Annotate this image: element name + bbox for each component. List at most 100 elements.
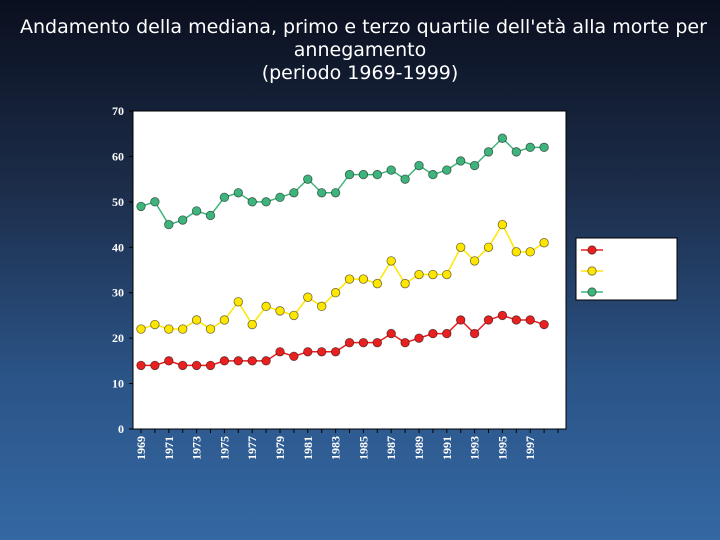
data-point xyxy=(247,197,257,207)
data-point xyxy=(497,310,508,321)
data-point xyxy=(539,142,549,153)
x-axis: 1969 1971 1973 1975 1977 1979 1981 1983 1985 1987… xyxy=(134,429,559,460)
data-point xyxy=(261,301,271,312)
data-point xyxy=(428,269,438,280)
chart-title-line-3: (periodo 1969-1999) xyxy=(261,62,459,84)
y-tick-label: 40 xyxy=(112,240,124,254)
data-point xyxy=(289,188,299,198)
legend: 1° quartile mediana 3° quartile xyxy=(581,242,668,299)
legend-label-2: 3° quartile xyxy=(609,284,668,299)
data-point xyxy=(497,219,508,230)
x-tick-label: 1973 xyxy=(190,436,204,460)
data-point xyxy=(372,278,383,289)
data-point xyxy=(539,238,549,248)
data-point xyxy=(386,328,396,339)
data-point xyxy=(386,165,396,175)
data-point xyxy=(511,315,522,325)
data-point xyxy=(497,133,508,143)
y-tick-label: 50 xyxy=(112,195,124,209)
data-point xyxy=(344,169,355,180)
data-point xyxy=(400,174,410,184)
data-point xyxy=(219,192,230,203)
data-point xyxy=(136,201,146,212)
data-point xyxy=(191,360,202,371)
data-point xyxy=(414,160,424,171)
data-point xyxy=(483,242,494,252)
y-tick-label: 0 xyxy=(118,422,124,436)
y-axis: 0 10 20 30 40 50 60 70 xyxy=(112,104,133,436)
data-point xyxy=(275,306,285,316)
data-point xyxy=(164,219,174,230)
x-tick-label: 1991 xyxy=(440,436,454,460)
data-point xyxy=(205,360,216,371)
plot-area xyxy=(132,110,567,430)
data-point xyxy=(469,256,480,266)
data-point xyxy=(442,165,452,175)
data-point xyxy=(539,319,549,330)
x-tick-label: 1995 xyxy=(495,436,509,460)
x-tick-label: 1987 xyxy=(384,436,398,460)
data-point xyxy=(164,356,174,366)
data-point xyxy=(469,160,480,171)
chart-title-line-1: Andamento della mediana, primo e terzo q… xyxy=(20,16,707,38)
data-point xyxy=(414,333,424,343)
data-point xyxy=(289,310,299,321)
data-point xyxy=(177,215,188,225)
data-point xyxy=(247,356,257,366)
y-tick-label: 60 xyxy=(112,149,124,163)
data-point xyxy=(261,356,271,366)
data-point xyxy=(303,347,313,357)
data-point xyxy=(261,197,271,207)
y-tick-label: 30 xyxy=(112,286,124,300)
data-point xyxy=(233,356,244,366)
data-point xyxy=(428,328,438,339)
data-point xyxy=(247,319,257,330)
data-point xyxy=(303,174,313,184)
x-tick-label: 1979 xyxy=(273,436,287,460)
legend-label-0: 1° quartile xyxy=(609,242,668,257)
data-point xyxy=(219,356,230,366)
legend-marker-2 xyxy=(587,287,597,297)
legend-marker-0 xyxy=(587,245,597,255)
data-point xyxy=(275,347,285,357)
data-point xyxy=(456,315,466,325)
data-point xyxy=(400,337,410,348)
x-tick-label: 1977 xyxy=(245,436,259,460)
data-point xyxy=(233,188,244,198)
data-point xyxy=(456,156,466,166)
data-point xyxy=(191,315,202,325)
data-point xyxy=(150,360,160,371)
x-tick-label: 1971 xyxy=(162,436,176,460)
x-tick-label: 1985 xyxy=(356,436,370,460)
chart-title-line-2: annegamento xyxy=(293,39,427,61)
x-tick-label: 1989 xyxy=(412,436,426,460)
data-point xyxy=(428,169,438,180)
data-point xyxy=(289,351,299,362)
data-point xyxy=(372,337,383,348)
data-point xyxy=(386,256,396,266)
x-tick-label: 1975 xyxy=(217,436,231,460)
data-point xyxy=(344,337,355,348)
data-point xyxy=(358,337,369,348)
data-point xyxy=(177,360,188,371)
data-point xyxy=(525,142,535,153)
data-point xyxy=(136,360,146,371)
data-point xyxy=(372,169,383,180)
data-point xyxy=(136,324,146,334)
data-point xyxy=(358,274,369,284)
data-point xyxy=(275,192,285,203)
data-point xyxy=(330,288,341,298)
data-point xyxy=(483,147,494,157)
data-point xyxy=(483,315,494,325)
chart-title: Andamento della mediana, primo e terzo q… xyxy=(20,16,707,85)
data-point xyxy=(358,169,369,180)
legend-label-1: mediana xyxy=(609,263,657,278)
data-point xyxy=(414,269,424,280)
data-point xyxy=(511,247,522,257)
data-point xyxy=(442,328,452,339)
x-tick-label: 1993 xyxy=(468,436,482,460)
data-point xyxy=(511,147,522,157)
x-tick-label: 1969 xyxy=(134,436,148,460)
data-point xyxy=(150,319,160,330)
